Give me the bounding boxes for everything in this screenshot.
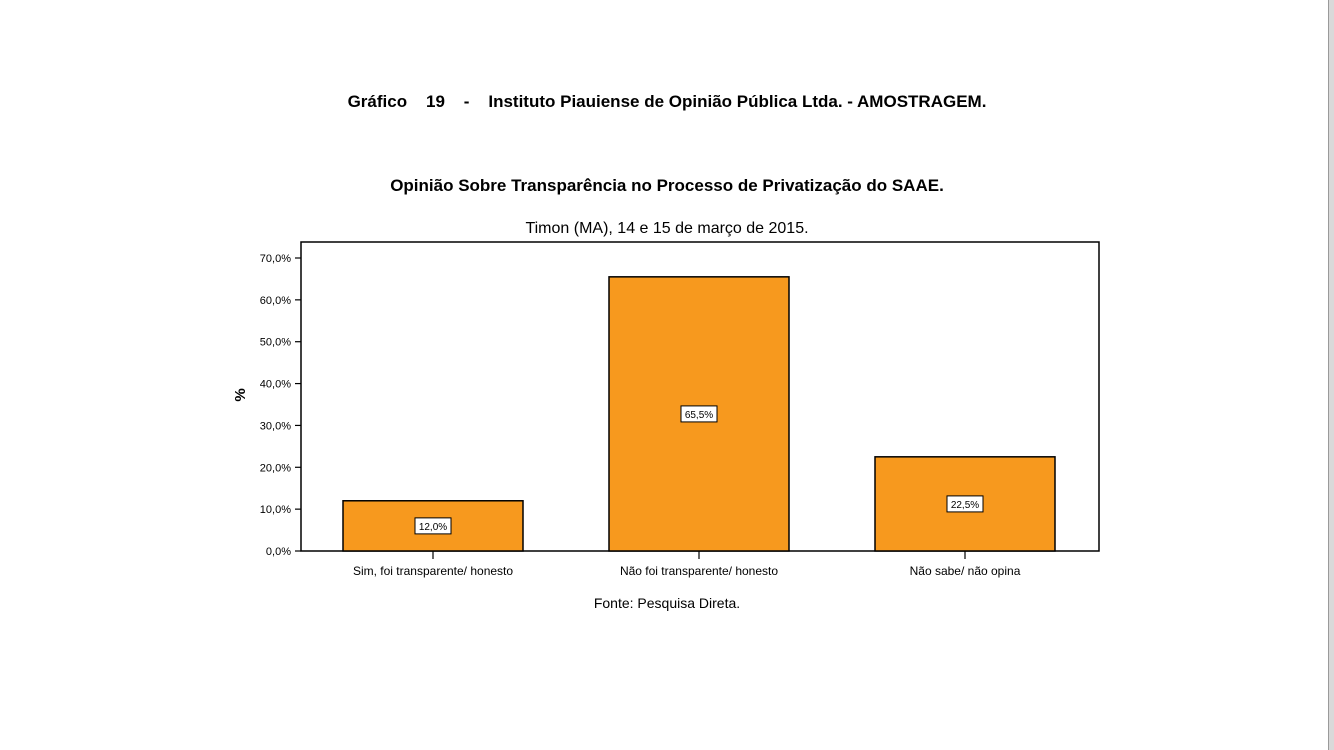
x-tick-label: Não sabe/ não opina — [910, 564, 1021, 578]
data-label: 65,5% — [685, 410, 713, 421]
y-tick-label: 70,0% — [260, 253, 291, 265]
data-label-box — [414, 517, 452, 535]
bars-group: 12,0% 65,5% 22,5% — [342, 276, 1056, 552]
x-tick-label: Sim, foi transparente/ honesto — [353, 564, 513, 578]
source-note: Fonte: Pesquisa Direta. — [593, 595, 741, 611]
y-tick-label: 0,0% — [266, 546, 291, 558]
chart-subtitle: Timon (MA), 14 e 15 de março de 2015. — [525, 220, 809, 237]
y-tick-label: 20,0% — [260, 462, 291, 474]
data-label-box — [680, 405, 718, 423]
chart-title: Opinião Sobre Transparência no Processo … — [390, 176, 944, 195]
data-label: 22,5% — [951, 500, 979, 511]
y-tick-label: 50,0% — [260, 337, 291, 349]
y-tick-label: 30,0% — [260, 420, 291, 432]
window-edge — [1328, 0, 1334, 750]
x-axis: Sim, foi transparente/ honesto Não foi tr… — [353, 551, 1021, 578]
report-title: Gráfico 19 - Instituto Piauiense de Opin… — [347, 92, 987, 111]
y-tick-label: 60,0% — [260, 295, 291, 307]
data-label: 12,0% — [419, 522, 447, 533]
x-tick-label: Não foi transparente/ honesto — [620, 564, 778, 578]
data-label-box — [946, 495, 984, 513]
y-axis-label: % — [232, 388, 249, 401]
y-tick-label: 10,0% — [260, 504, 291, 516]
y-tick-label: 40,0% — [260, 379, 291, 391]
y-axis: 0,0% 10,0% 20,0% 30,0% 40,0% 50,0% 60,0% 70,0% — [260, 253, 301, 558]
